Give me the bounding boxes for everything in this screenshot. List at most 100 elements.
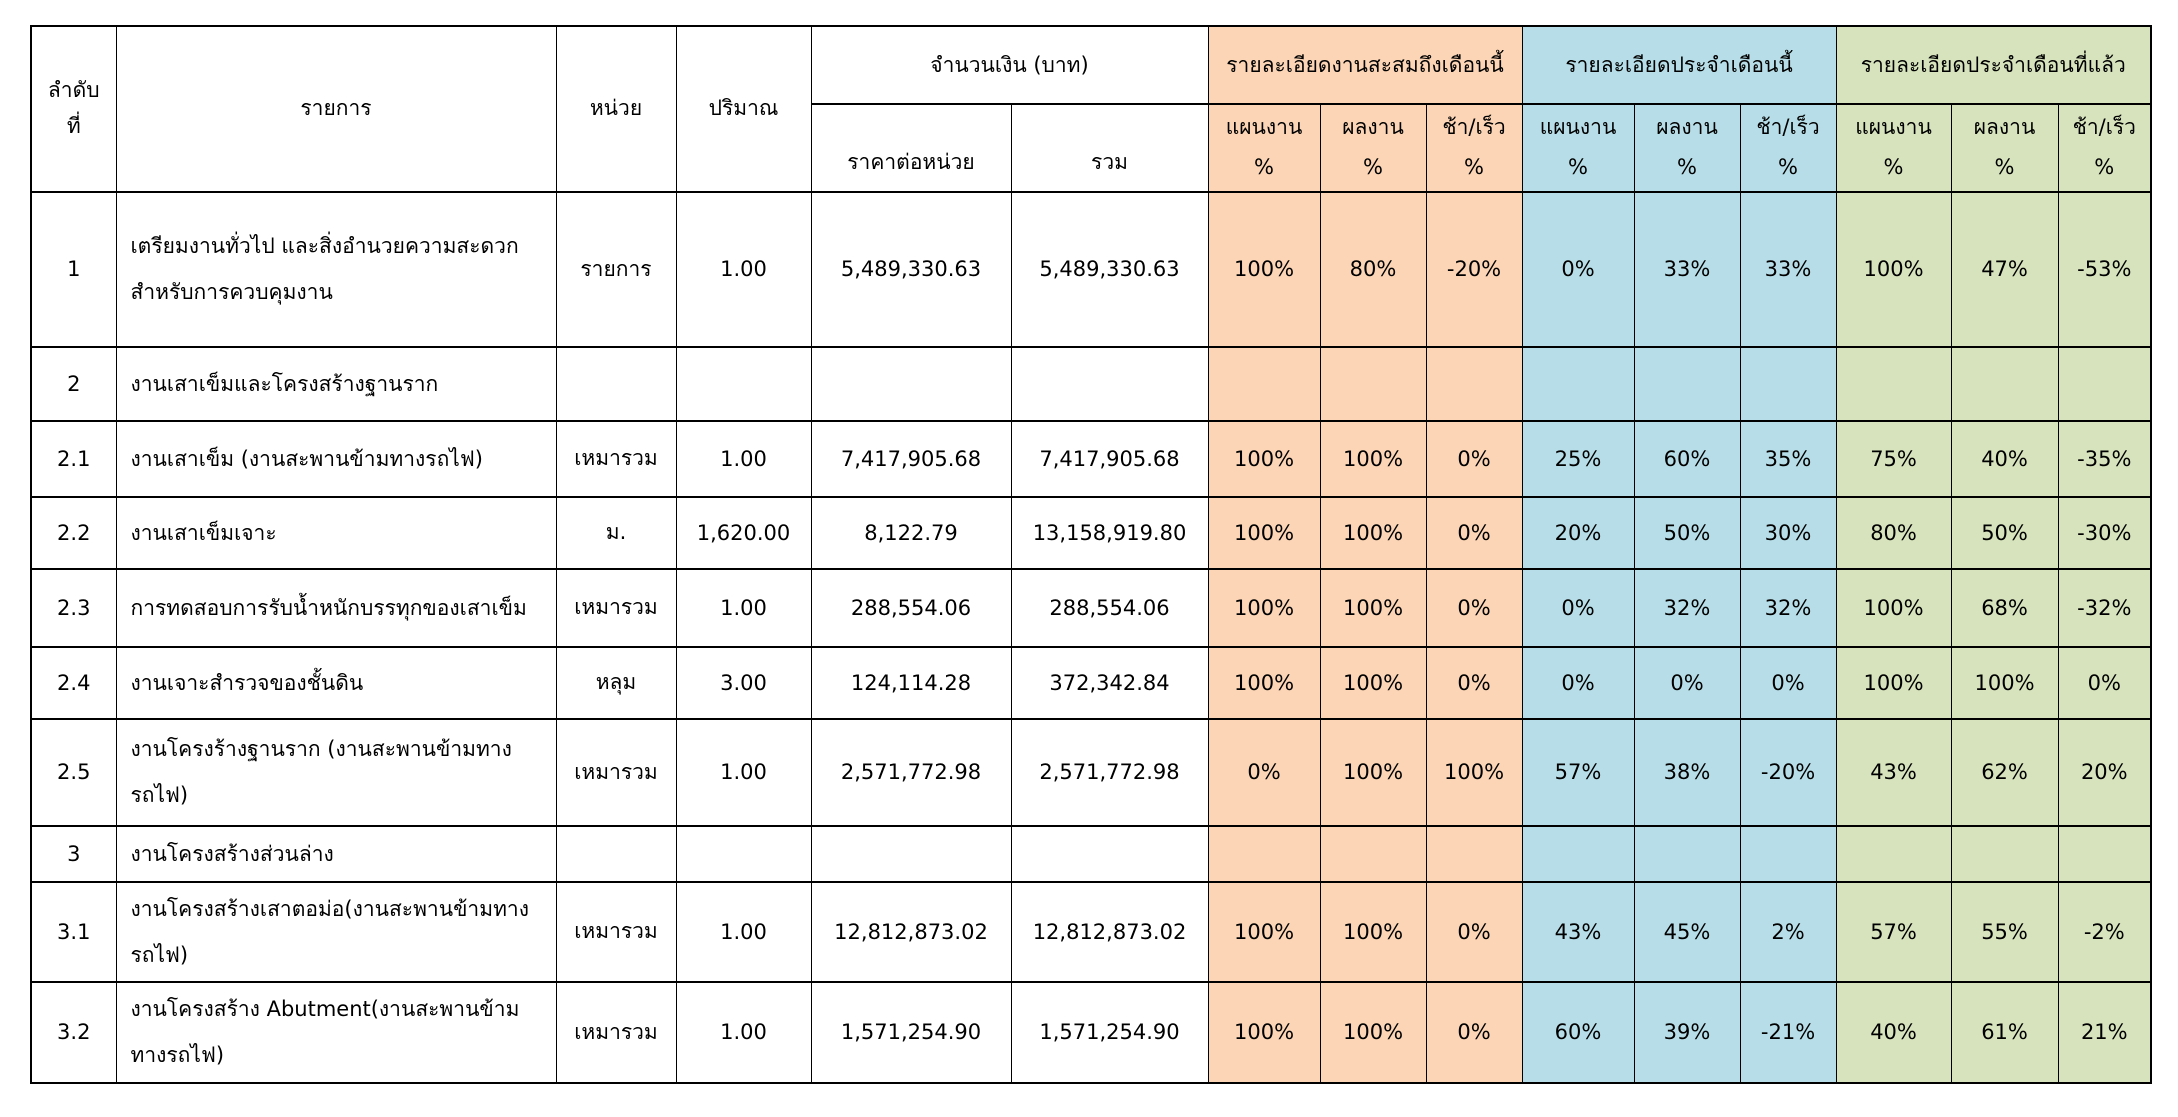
table-row: 2.5 งานโครงร้างฐานราก (งานสะพานข้ามทาง รถ… <box>30 717 2152 827</box>
row-prev-diff-cell: -30% <box>2057 495 2152 570</box>
table-row: 2.4 งานเจาะสำรวจของชั้นดิน หลุม 3.00 124,114… <box>30 645 2152 720</box>
row-prev-actual-cell: 100% <box>1950 645 2059 720</box>
row-total-cell <box>1010 824 1209 883</box>
header-cum-diff: ช้า/เร็ว % <box>1425 103 1523 193</box>
row-quantity-cell <box>675 345 812 422</box>
header-cur-plan-pct: % <box>1568 154 1588 179</box>
row-unit-cell: เหมารวม <box>555 419 677 498</box>
row-cum-plan-cell: 0% <box>1207 717 1321 827</box>
row-quantity-cell: 1.00 <box>675 190 812 348</box>
row-cum-actual-cell: 100% <box>1319 880 1427 984</box>
row-unit-price-cell: 124,114.28 <box>810 645 1012 720</box>
row-prev-actual-cell: 68% <box>1950 567 2059 648</box>
table-row: 2.1 งานเสาเข็ม (งานสะพานข้ามทางรถไฟ) เหมาร… <box>30 419 2152 498</box>
row-cum-plan-cell: 100% <box>1207 981 1321 1084</box>
row-prev-plan-cell: 40% <box>1835 981 1952 1084</box>
row-quantity-cell: 3.00 <box>675 645 812 720</box>
row-quantity-cell <box>675 824 812 883</box>
header-index: ลำดับ ที่ <box>30 25 117 193</box>
row-prev-diff-cell: 0% <box>2057 645 2152 720</box>
row-prev-actual-cell: 55% <box>1950 880 2059 984</box>
row-quantity-cell: 1.00 <box>675 567 812 648</box>
header-cum-diff-pct: % <box>1464 154 1484 179</box>
row-prev-diff-cell: 20% <box>2057 717 2152 827</box>
row-cum-plan-cell <box>1207 824 1321 883</box>
row-prev-plan-cell: 75% <box>1835 419 1952 498</box>
header-cum-plan-pct: % <box>1254 154 1274 179</box>
row-unit-price-cell <box>810 345 1012 422</box>
table-header: ลำดับ ที่ รายการ หน่วย ปริมาณ จำนวนเงิน … <box>30 25 2152 193</box>
row-item-cell: เตรียมงานทั่วไป และสิ่งอำนวยความสะดวก สำ… <box>115 190 557 348</box>
row-cur-diff-cell: 2% <box>1739 880 1837 984</box>
row-cum-plan-cell <box>1207 345 1321 422</box>
row-unit-cell: เหมารวม <box>555 981 677 1084</box>
row-prev-diff-cell: -2% <box>2057 880 2152 984</box>
row-cur-diff-cell: -21% <box>1739 981 1837 1084</box>
row-prev-diff-cell: 21% <box>2057 981 2152 1084</box>
row-item-cell: งานเสาเข็มและโครงสร้างฐานราก <box>115 345 557 422</box>
row-prev-plan-cell <box>1835 345 1952 422</box>
row-cum-diff-cell: -20% <box>1425 190 1523 348</box>
header-quantity: ปริมาณ <box>675 25 812 193</box>
row-item-cell: งานโครงสร้างส่วนล่าง <box>115 824 557 883</box>
row-cur-actual-cell: 38% <box>1633 717 1741 827</box>
row-cum-actual-cell <box>1319 345 1427 422</box>
row-unit-price-cell: 2,571,772.98 <box>810 717 1012 827</box>
header-total: รวม <box>1010 103 1209 193</box>
row-prev-diff-cell: -53% <box>2057 190 2152 348</box>
header-cum-diff-label: ช้า/เร็ว <box>1442 115 1506 139</box>
header-prev-diff-label: ช้า/เร็ว <box>2072 115 2136 139</box>
header-index-line1: ลำดับ <box>47 78 100 103</box>
row-item-cell: งานโครงร้างฐานราก (งานสะพานข้ามทาง รถไฟ) <box>115 717 557 827</box>
header-unit-price: ราคาต่อหน่วย <box>810 103 1012 193</box>
row-index-cell: 3.1 <box>30 880 117 984</box>
row-cur-actual-cell: 45% <box>1633 880 1741 984</box>
row-index-cell: 2.5 <box>30 717 117 827</box>
row-index-cell: 3.2 <box>30 981 117 1084</box>
row-cum-diff-cell: 0% <box>1425 645 1523 720</box>
header-prev-actual-label: ผลงาน <box>1973 115 2036 139</box>
header-cum-plan-label: แผนงาน <box>1225 115 1303 139</box>
row-unit-cell: รายการ <box>555 190 677 348</box>
row-prev-plan-cell: 80% <box>1835 495 1952 570</box>
row-cum-actual-cell: 100% <box>1319 981 1427 1084</box>
row-cur-plan-cell: 0% <box>1521 567 1635 648</box>
row-index-cell: 2.1 <box>30 419 117 498</box>
table-row: 1 เตรียมงานทั่วไป และสิ่งอำนวยความสะดวก ส… <box>30 190 2152 348</box>
row-cur-plan-cell: 25% <box>1521 419 1635 498</box>
row-cum-diff-cell: 0% <box>1425 880 1523 984</box>
header-cur-actual-pct: % <box>1677 154 1697 179</box>
row-cur-diff-cell: 0% <box>1739 645 1837 720</box>
row-item-cell: งานโครงสร้าง Abutment(งานสะพานข้าม ทางรถ… <box>115 981 557 1084</box>
row-prev-actual-cell: 50% <box>1950 495 2059 570</box>
row-cum-plan-cell: 100% <box>1207 880 1321 984</box>
row-prev-actual-cell <box>1950 345 2059 422</box>
row-total-cell: 372,342.84 <box>1010 645 1209 720</box>
row-index-cell: 1 <box>30 190 117 348</box>
row-cum-plan-cell: 100% <box>1207 567 1321 648</box>
header-this-month-group: รายละเอียดประจำเดือนนี้ <box>1521 25 1837 105</box>
row-item-cell: งานเจาะสำรวจของชั้นดิน <box>115 645 557 720</box>
row-cur-actual-cell: 39% <box>1633 981 1741 1084</box>
row-cur-actual-cell <box>1633 824 1741 883</box>
row-prev-plan-cell: 100% <box>1835 190 1952 348</box>
row-quantity-cell: 1.00 <box>675 717 812 827</box>
row-quantity-cell: 1,620.00 <box>675 495 812 570</box>
header-amount-group: จำนวนเงิน (บาท) <box>810 25 1209 105</box>
row-quantity-cell: 1.00 <box>675 419 812 498</box>
row-unit-cell: เหมารวม <box>555 567 677 648</box>
row-unit-price-cell: 288,554.06 <box>810 567 1012 648</box>
row-prev-diff-cell <box>2057 824 2152 883</box>
report-sheet: ลำดับ ที่ รายการ หน่วย ปริมาณ จำนวนเงิน … <box>30 25 2153 1084</box>
row-total-cell: 13,158,919.80 <box>1010 495 1209 570</box>
row-unit-price-cell: 1,571,254.90 <box>810 981 1012 1084</box>
row-index-cell: 2 <box>30 345 117 422</box>
row-cur-plan-cell: 43% <box>1521 880 1635 984</box>
header-cum-actual-label: ผลงาน <box>1342 115 1404 139</box>
header-item: รายการ <box>115 25 557 193</box>
row-cum-plan-cell: 100% <box>1207 645 1321 720</box>
row-prev-diff-cell: -35% <box>2057 419 2152 498</box>
row-unit-cell: หลุม <box>555 645 677 720</box>
row-total-cell: 7,417,905.68 <box>1010 419 1209 498</box>
row-item-cell: การทดสอบการรับน้ำหนักบรรทุกของเสาเข็ม <box>115 567 557 648</box>
